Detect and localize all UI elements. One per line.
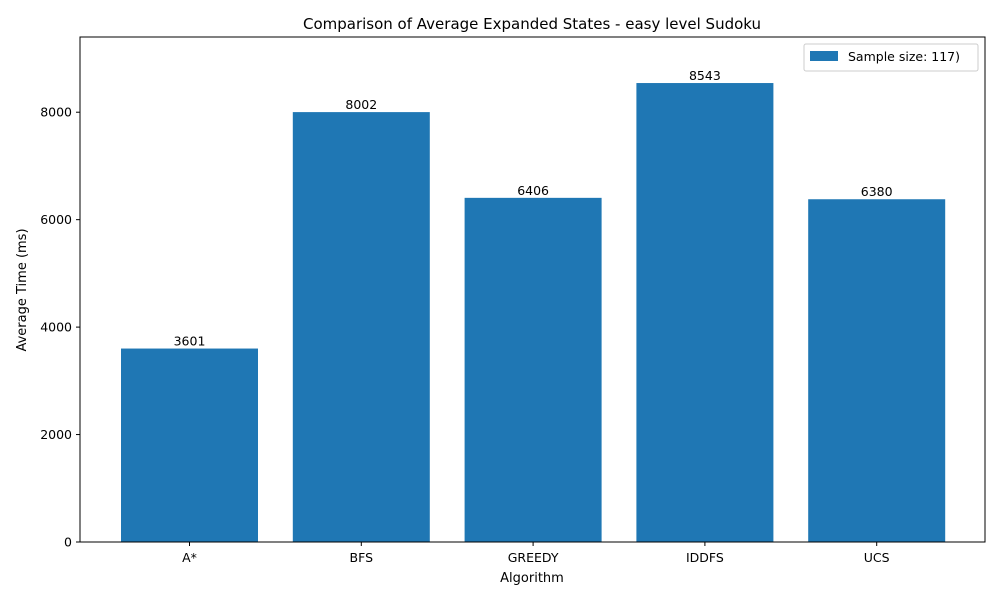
y-tick-label: 8000 — [40, 105, 72, 120]
legend-box — [803, 43, 979, 72]
y-tick-label: 2000 — [40, 427, 72, 442]
bar-bfs — [292, 112, 430, 542]
bar-value-label: 3601 — [174, 334, 206, 349]
plot-frame — [79, 36, 986, 543]
bar-value-label: 6406 — [517, 183, 549, 198]
x-tick-label: A* — [182, 550, 197, 565]
bar-value-label: 8543 — [689, 68, 721, 83]
bar-ucs — [808, 199, 946, 542]
x-axis: A* BFS GREEDY IDDFS UCS — [182, 542, 890, 565]
x-tick-label: GREEDY — [508, 550, 559, 565]
y-tick-label: 4000 — [40, 320, 72, 335]
y-axis: 0 2000 4000 6000 8000 — [40, 105, 80, 550]
bar-a — [121, 348, 258, 542]
data-labels-layer: 3601 8002 6406 8543 6380 — [174, 68, 893, 349]
bar-greedy — [464, 197, 602, 542]
legend-swatch — [810, 51, 838, 61]
bars-layer — [121, 83, 946, 542]
legend-label: Sample size: 117) — [848, 49, 960, 64]
y-tick-label: 0 — [64, 535, 72, 550]
bar-value-label: 8002 — [345, 97, 377, 112]
bar-iddfs — [636, 83, 774, 542]
y-tick-label: 6000 — [40, 212, 72, 227]
y-axis-label: Average Time (ms) — [15, 228, 30, 351]
bar-value-label: 6380 — [861, 184, 893, 199]
x-axis-label: Algorithm — [500, 571, 564, 586]
x-tick-label: IDDFS — [686, 550, 724, 565]
chart-title: Comparison of Average Expanded States - … — [303, 15, 761, 33]
x-tick-label: BFS — [350, 550, 374, 565]
legend: Sample size: 117) — [803, 43, 979, 72]
x-tick-label: UCS — [864, 550, 890, 565]
